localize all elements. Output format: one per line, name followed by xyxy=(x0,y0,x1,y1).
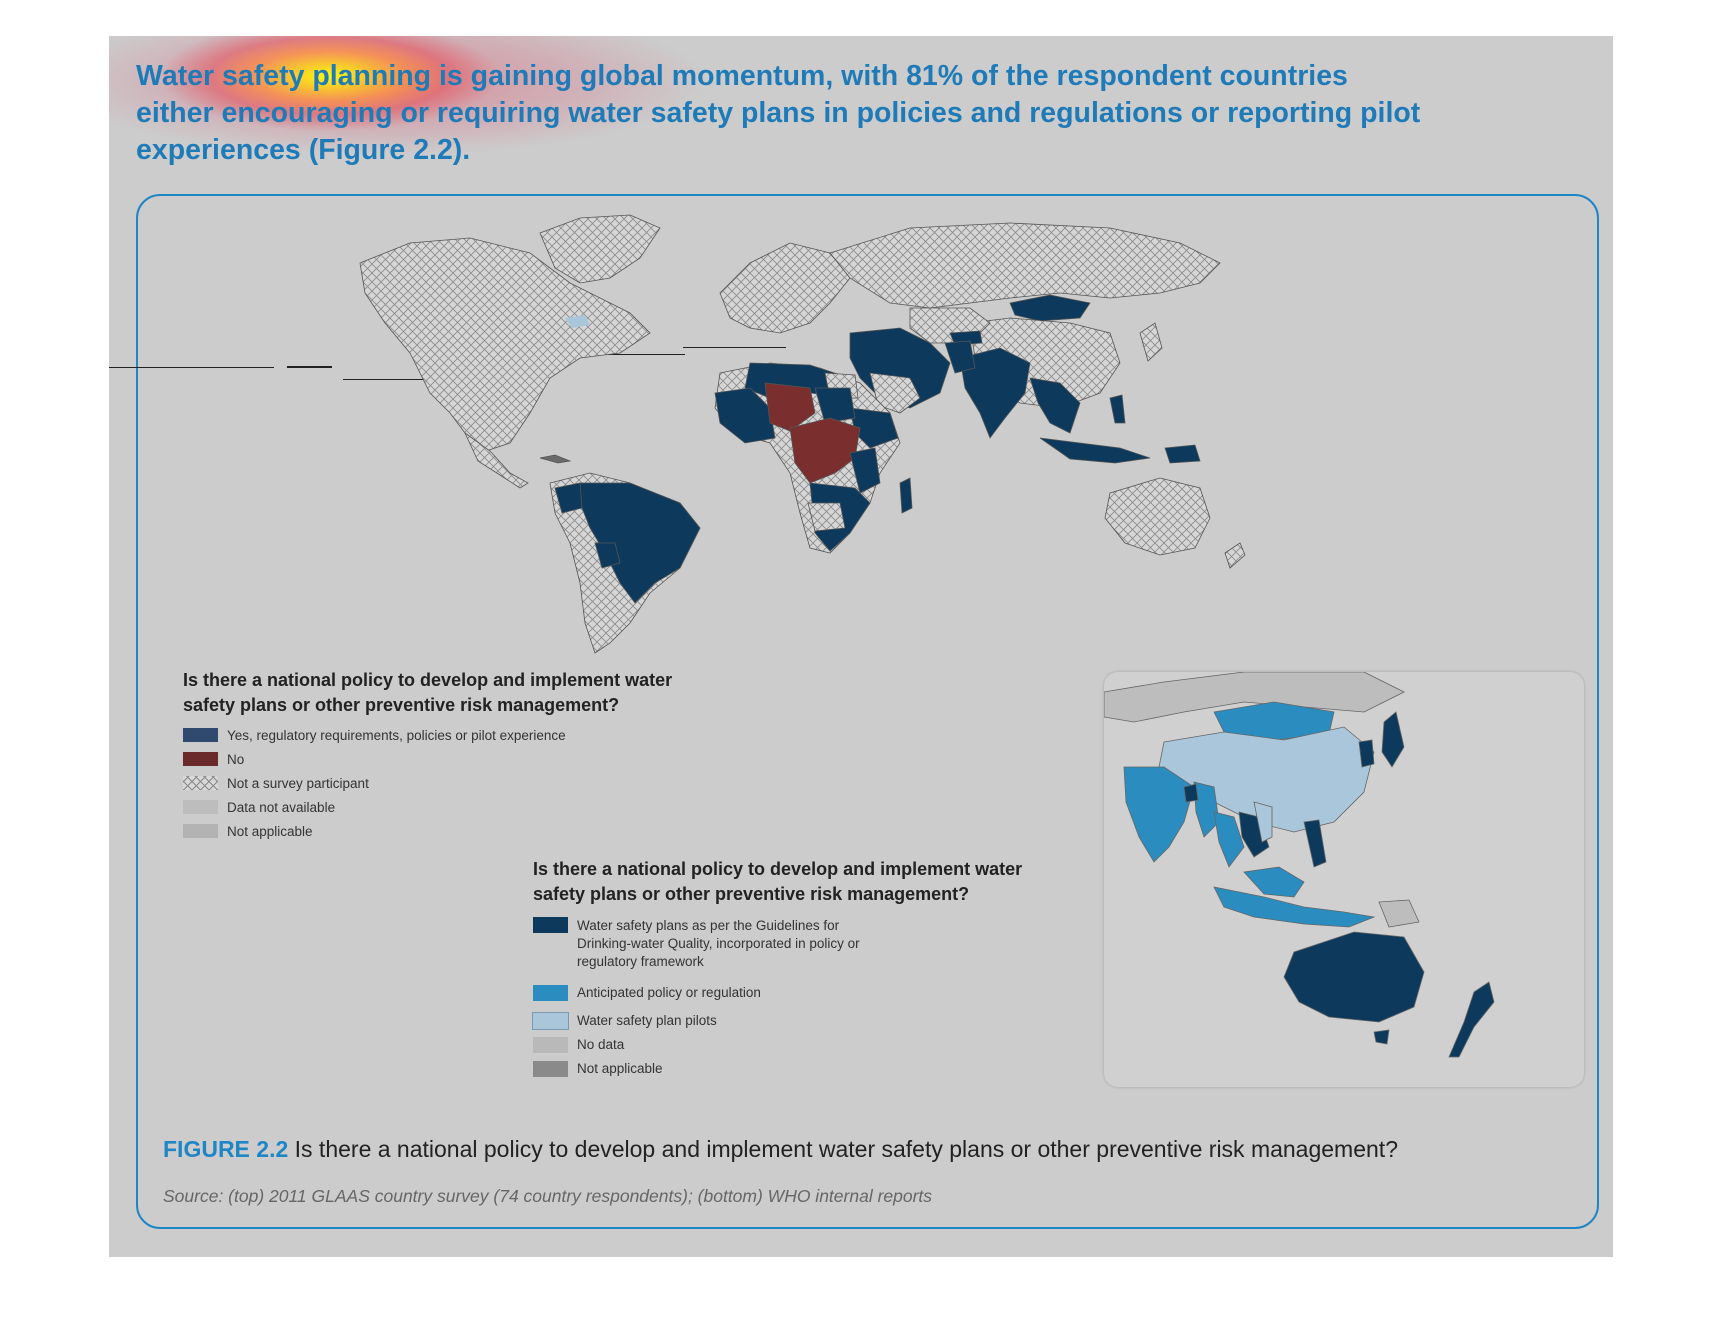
legend-label: Not a survey participant xyxy=(227,776,369,791)
world-map xyxy=(359,214,1246,654)
legend-bottom-title-line-1: Is there a national policy to develop an… xyxy=(533,859,1023,879)
legend-bottom-title: Is there a national policy to develop an… xyxy=(533,857,1022,907)
swatch-not-applicable xyxy=(183,824,218,838)
legend-label: No xyxy=(227,752,245,767)
vietnam-inset xyxy=(1253,801,1273,843)
tasmania-inset xyxy=(1373,1029,1390,1045)
papua-inset xyxy=(1378,899,1420,928)
india xyxy=(959,347,1031,439)
north-america xyxy=(359,237,651,454)
legend-item-not-applicable-2: Not applicable xyxy=(533,1061,1022,1077)
legend-item-yes: Yes, regulatory requirements, policies o… xyxy=(183,728,672,743)
legend-label: Anticipated policy or regulation xyxy=(577,985,761,1000)
cambodia-laos-inset xyxy=(1238,811,1270,858)
legend-item-data-not-available: Data not available xyxy=(183,800,672,815)
russia-inset xyxy=(1104,672,1405,723)
new-zealand-inset xyxy=(1448,981,1495,1058)
figure-panel xyxy=(136,194,1599,1229)
legend-label: No data xyxy=(577,1037,625,1052)
bangladesh-inset xyxy=(1183,783,1199,803)
stray-line xyxy=(683,347,786,348)
brazil xyxy=(579,482,701,604)
russia xyxy=(829,222,1221,309)
japan xyxy=(1139,322,1163,362)
namibia-botswana xyxy=(807,502,846,532)
legend-top: Is there a national policy to develop an… xyxy=(183,668,672,848)
legend-label: Not applicable xyxy=(577,1061,663,1076)
pakistan xyxy=(944,340,976,374)
caribbean xyxy=(539,454,572,464)
swatch-yes xyxy=(183,728,218,742)
swatch-no xyxy=(183,752,218,766)
legend-item-no-data: No data xyxy=(533,1037,1022,1053)
caption-text: Is there a national policy to develop an… xyxy=(288,1136,1398,1162)
europe xyxy=(719,242,851,334)
legend-item-anticipated: Anticipated policy or regulation xyxy=(533,985,1022,1001)
intro-paragraph: Water safety planning is gaining global … xyxy=(136,58,1556,169)
legend-label: Not applicable xyxy=(227,824,313,839)
sudan xyxy=(814,387,856,424)
intro-line-1: Water safety planning is gaining global … xyxy=(136,60,1348,92)
stray-line xyxy=(109,367,274,368)
legend-label: Yes, regulatory requirements, policies o… xyxy=(227,728,566,743)
thailand-inset xyxy=(1213,811,1245,868)
australia xyxy=(1104,477,1211,556)
source-note: Source: (top) 2011 GLAAS country survey … xyxy=(163,1186,933,1206)
legend-top-title-line-2: safety plans or other preventive risk ma… xyxy=(183,695,620,715)
swatch-data-not-available xyxy=(183,800,218,814)
legend-top-title: Is there a national policy to develop an… xyxy=(183,668,672,718)
legend-label: Data not available xyxy=(227,800,336,815)
great-lakes xyxy=(565,315,590,328)
india-inset xyxy=(1123,766,1195,863)
legend-item-pilots: Water safety plan pilots xyxy=(532,1012,1022,1030)
legend-item-not-participant: Not a survey participant xyxy=(183,776,672,791)
legend-bottom: Is there a national policy to develop an… xyxy=(532,857,1022,1086)
stray-line xyxy=(545,354,685,355)
west-africa xyxy=(714,387,776,444)
colombia xyxy=(554,482,583,514)
figure-caption: FIGURE 2.2 Is there a national policy to… xyxy=(163,1136,1398,1163)
malaysia-inset xyxy=(1243,866,1305,898)
greenland xyxy=(539,214,661,284)
kyrgyzstan xyxy=(949,330,983,346)
philippines-inset xyxy=(1303,819,1327,868)
central-africa xyxy=(789,417,861,484)
swatch-no-data xyxy=(533,1037,568,1053)
niger-nigeria xyxy=(764,382,816,432)
korea-inset xyxy=(1358,739,1375,768)
swatch-not-applicable-2 xyxy=(533,1061,568,1077)
papua-new-guinea xyxy=(1164,444,1201,464)
legend-item-not-applicable: Not applicable xyxy=(183,824,672,839)
intro-line-3: experiences (Figure 2.2). xyxy=(136,134,471,166)
legend-label: Water safety plans as per the Guidelines… xyxy=(577,918,860,969)
mongolia xyxy=(1009,294,1091,322)
legend-top-title-line-1: Is there a national policy to develop an… xyxy=(183,670,673,690)
indonesia xyxy=(1039,437,1151,464)
philippines xyxy=(1109,394,1126,424)
intro-line-2: either encouraging or requiring water sa… xyxy=(136,97,1421,129)
bolivia xyxy=(594,542,621,569)
indonesia-inset xyxy=(1213,886,1376,928)
swatch-anticipated xyxy=(533,985,568,1001)
myanmar-inset xyxy=(1193,781,1220,838)
japan-inset xyxy=(1381,711,1405,768)
australia-inset xyxy=(1283,931,1425,1023)
swatch-wsp-guidelines xyxy=(533,917,568,933)
swatch-hatch xyxy=(183,776,218,790)
new-zealand xyxy=(1224,542,1246,569)
central-america xyxy=(463,431,529,489)
inset-map xyxy=(1104,672,1495,1058)
southeast-asia xyxy=(1029,377,1081,434)
stray-line xyxy=(287,366,332,368)
madagascar xyxy=(899,477,913,514)
east-africa xyxy=(849,447,881,494)
swatch-pilots xyxy=(532,1012,569,1030)
legend-bottom-title-line-2: safety plans or other preventive risk ma… xyxy=(533,884,970,904)
figure-label: FIGURE 2.2 xyxy=(163,1136,289,1162)
legend-item-no: No xyxy=(183,752,672,767)
legend-item-wsp-guidelines: Water safety plans as per the Guidelines… xyxy=(533,917,1022,971)
inset-map-western-pacific xyxy=(1104,672,1584,1087)
legend-label: Water safety plan pilots xyxy=(577,1013,717,1028)
